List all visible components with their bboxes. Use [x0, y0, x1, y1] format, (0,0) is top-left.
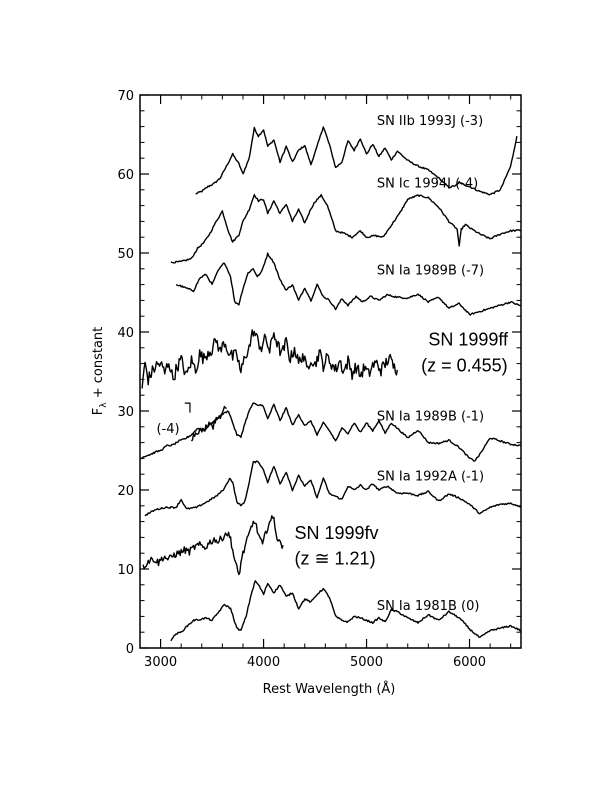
y-axis-title-rest: + constant: [91, 327, 106, 403]
spectrum-annotation: SN 1999fv: [294, 523, 378, 543]
epoch-bracket-marker: [184, 402, 191, 413]
x-tick-label: 3000: [144, 655, 177, 670]
y-axis-title-f: F: [91, 408, 106, 415]
spectrum-line: [175, 252, 522, 316]
spectrum-annotation: (z = 0.455): [421, 356, 508, 376]
spectrum-annotation: (-4): [156, 422, 179, 437]
spectrum-line: [141, 329, 399, 389]
spectrum-annotation: SN 1999ff: [428, 329, 509, 349]
svg-text:Fλ + constant: Fλ + constant: [91, 327, 109, 415]
x-tick-label: 5000: [350, 655, 383, 670]
y-tick-label: 60: [117, 168, 134, 183]
y-tick-label: 40: [117, 326, 134, 341]
spectrum-annotation: SN Ia 1989B (-1): [377, 409, 484, 424]
x-tick-label: 4000: [247, 655, 280, 670]
spectrum-line: [144, 460, 522, 517]
axis-ticks: 3000 4000 5000 6000 0 10 20 30 40 50 60 70: [117, 89, 521, 670]
spectrum-annotation: SN Ia 1981B (0): [377, 599, 480, 614]
spectrum-line: [170, 193, 522, 264]
spectrum-line: [190, 405, 227, 442]
spectrum-annotation: SN Ic 1994I (-4): [377, 176, 478, 191]
spectrum-annotation: SN IIb 1993J (-3): [377, 114, 483, 129]
y-tick-label: 10: [117, 563, 134, 578]
spectrum-line: [142, 515, 284, 576]
plot-frame: [139, 94, 522, 649]
spectra-series-layer: [139, 126, 522, 642]
plot-border: [139, 94, 522, 649]
spectrum-annotation: (z ≅ 1.21): [294, 548, 375, 568]
x-tick-label: 6000: [453, 655, 486, 670]
y-tick-label: 70: [117, 89, 134, 104]
annotations-layer: SN IIb 1993J (-3) SN Ic 1994I (-4) SN Ia 1…: [156, 114, 509, 614]
y-tick-label: 20: [117, 484, 134, 499]
y-tick-label: 0: [126, 642, 134, 657]
spectrum-annotation: SN Ia 1989B (-7): [377, 263, 484, 278]
y-axis-title-group: Fλ + constant: [91, 327, 109, 415]
spectrum-line: [139, 402, 522, 462]
y-tick-label: 50: [117, 247, 134, 262]
y-tick-label: 30: [117, 405, 134, 420]
spectrum-annotation: SN Ia 1992A (-1): [377, 470, 484, 485]
spectrum-line: [195, 126, 518, 196]
x-axis-title: Rest Wavelength (Å): [263, 681, 396, 697]
spectrum-line: [170, 580, 522, 642]
y-axis-title-subscript: λ: [99, 402, 109, 408]
